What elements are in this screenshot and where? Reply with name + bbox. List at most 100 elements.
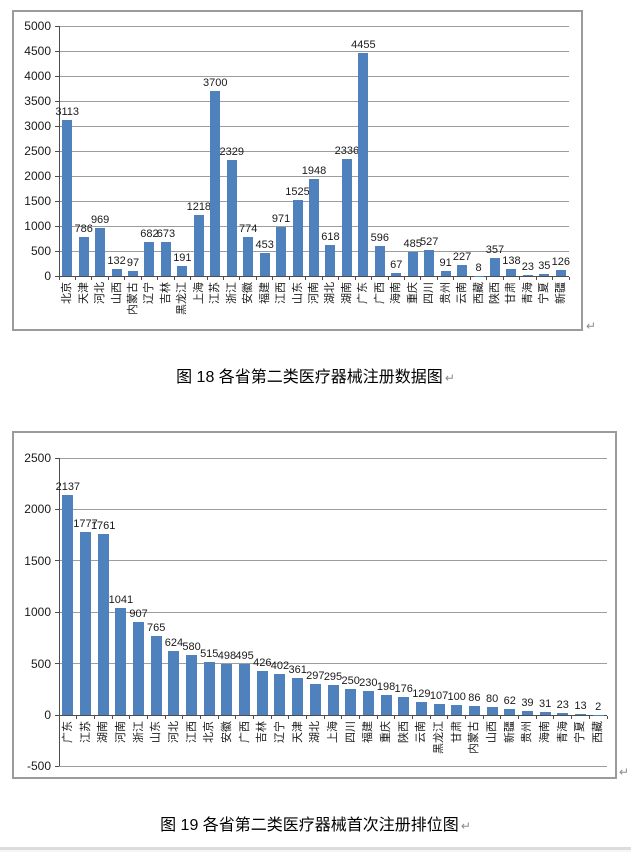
x-category-label: 浙江 [132, 721, 145, 743]
y-gridline [59, 663, 607, 665]
y-axis-label: 1000 [24, 605, 51, 620]
bar-value-label: 1525 [285, 185, 310, 198]
bar-value-label: 1218 [186, 201, 212, 214]
bar [468, 706, 480, 715]
y-axis-label: 5000 [24, 19, 51, 33]
bar [226, 159, 237, 276]
bar-value-label: 67 [390, 258, 403, 271]
x-category-label: 青海 [556, 721, 569, 743]
x-category-label: 陕西 [488, 282, 501, 304]
bar-value-label: 1041 [108, 593, 134, 606]
bar [309, 178, 319, 276]
bar-value-label: 786 [74, 222, 93, 235]
x-category-label: 河北 [94, 282, 107, 304]
x-axis-tick [217, 715, 219, 719]
x-axis-tick [255, 276, 257, 280]
x-axis-tick [469, 276, 471, 280]
bar-value-label: 498 [217, 649, 237, 662]
x-axis-tick [124, 276, 126, 280]
paragraph-return-icon: ↵ [586, 319, 597, 333]
bar-value-label: 13 [574, 699, 587, 712]
x-category-label: 新疆 [554, 282, 567, 304]
bar-value-label: 624 [164, 636, 184, 649]
x-category-label: 江西 [185, 721, 198, 743]
bar-value-label: 682 [140, 227, 159, 240]
bar-value-label: 227 [452, 250, 472, 263]
figure-18-bar-chart: 0 500 1000 1500 2000 2500 3000 3500 4000 4500 5000… [12, 10, 583, 331]
bar [325, 245, 336, 276]
x-category-label: 甘肃 [450, 721, 463, 743]
figure-18-caption: 图 18 各省第二类医疗器械注册数据图 ↵ [0, 366, 631, 390]
bar-value-label: 495 [235, 650, 254, 663]
y-axis-label: 2000 [24, 502, 51, 517]
x-axis-tick [288, 715, 290, 719]
bar [398, 696, 410, 715]
y-gridline [59, 560, 607, 562]
x-category-label: 山东 [150, 721, 163, 743]
y-gridline [59, 25, 569, 27]
x-category-label: 河南 [114, 721, 127, 743]
bar [144, 241, 155, 276]
x-category-label: 山西 [110, 282, 123, 304]
bar-value-label: 907 [129, 607, 148, 620]
page-break-line [0, 847, 631, 850]
x-axis-tick [535, 715, 537, 719]
x-category-label: 黑龙江 [176, 282, 189, 315]
x-axis-tick [412, 715, 414, 719]
x-axis-tick [403, 276, 405, 280]
x-axis-tick [338, 276, 340, 280]
bar-value-label: 129 [412, 687, 431, 700]
x-axis-tick [111, 715, 113, 719]
bar [221, 663, 233, 715]
x-category-label: 北京 [61, 282, 74, 304]
bar [592, 714, 604, 715]
x-category-label: 上海 [327, 721, 339, 743]
x-category-label: 浙江 [225, 282, 238, 304]
bar-value-label: 618 [321, 231, 340, 244]
y-axis-label: 2500 [24, 451, 51, 465]
x-category-label: 湖北 [309, 721, 322, 743]
bar-value-label: 62 [503, 694, 516, 707]
x-axis-tick [568, 276, 570, 280]
x-axis-tick [571, 715, 573, 719]
x-axis-tick [535, 276, 537, 280]
bar-value-label: 2336 [334, 145, 360, 158]
bar-value-label: 39 [521, 696, 534, 709]
bar-value-label: 1761 [90, 519, 116, 532]
bar [177, 266, 188, 276]
x-axis-tick [199, 715, 201, 719]
bar [555, 269, 566, 276]
x-axis-tick [157, 276, 159, 280]
x-axis-tick [453, 276, 455, 280]
x-axis-tick [387, 276, 389, 280]
x-axis-tick [270, 715, 272, 719]
bar-value-label: 198 [376, 680, 396, 693]
y-gridline [59, 125, 569, 127]
y-axis-tick [55, 560, 59, 562]
y-gridline [59, 175, 569, 177]
x-category-label: 江西 [275, 282, 288, 304]
bar-value-label: 126 [551, 255, 570, 268]
y-axis-tick [55, 100, 59, 102]
x-axis-tick [173, 276, 175, 280]
bar [150, 636, 162, 715]
y-gridline [59, 508, 607, 510]
x-axis-tick [552, 276, 554, 280]
x-axis-tick [447, 715, 449, 719]
y-axis-line [59, 26, 60, 276]
bar [380, 694, 392, 715]
x-axis-tick [58, 715, 60, 719]
bar-value-label: 97 [126, 257, 140, 270]
y-axis-tick [55, 611, 59, 613]
bar-value-label: 1948 [301, 164, 327, 177]
bar [433, 704, 445, 715]
y-axis-tick [55, 25, 59, 27]
bar [62, 120, 73, 276]
figure-19-caption-text: 图 19 各省第二类医疗器械首次注册排位图 [160, 817, 459, 834]
x-category-label: 辽宁 [273, 721, 286, 743]
x-axis-tick [182, 715, 184, 719]
next-page-edge [0, 850, 631, 852]
bar [362, 691, 374, 715]
bar-value-label: 1777 [73, 518, 98, 531]
y-gridline [59, 611, 607, 613]
